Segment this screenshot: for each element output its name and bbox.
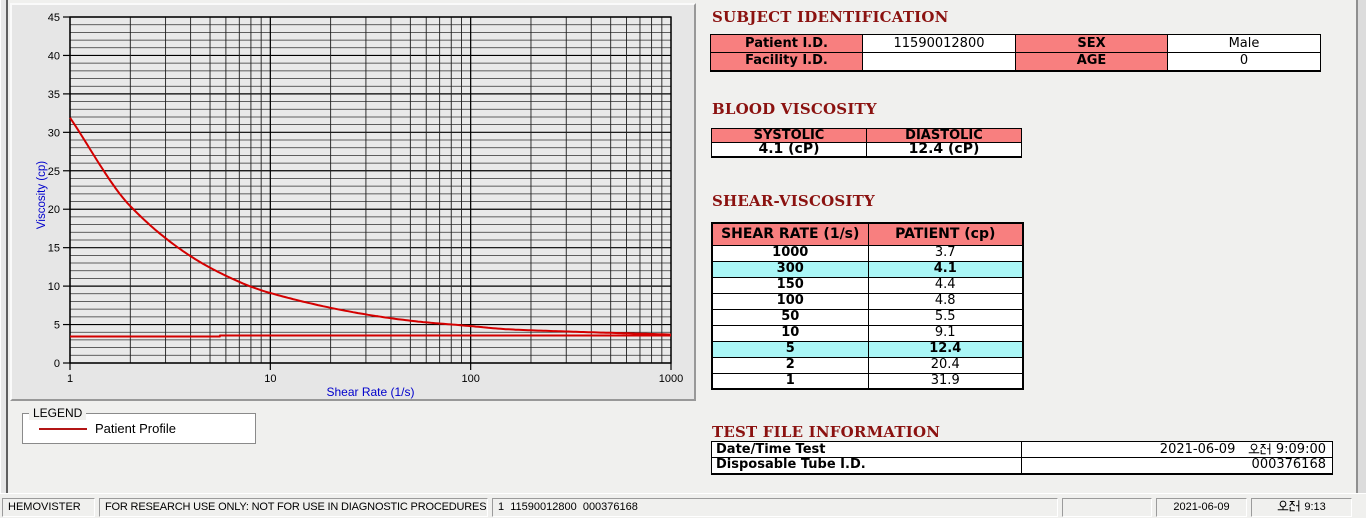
shear-viscosity-row: 5 12.4: [711, 340, 1024, 358]
diastolic-header: DIASTOLIC: [866, 128, 1022, 143]
shear-rate-cell: 150: [711, 276, 869, 294]
shear-rate-cell: 2: [711, 356, 869, 374]
shear-viscosity-row: 150 4.4: [711, 276, 1024, 294]
svg-text:40: 40: [48, 50, 60, 62]
test-file-information-title: TEST FILE INFORMATION: [712, 423, 941, 441]
shear-rate-cell: 10: [711, 324, 869, 342]
systolic-value: 4.1 (cP): [711, 142, 867, 157]
status-empty-cell: [1062, 498, 1152, 517]
patient-viscosity-cell: 12.4: [867, 340, 1024, 358]
patient-viscosity-cell: 5.5: [867, 308, 1024, 326]
disposable-tube-id-label: Disposable Tube I.D.: [711, 457, 1022, 474]
svg-text:10: 10: [264, 373, 276, 385]
hangul-char-jeon: [1289, 500, 1300, 512]
legend-line-sample: [39, 428, 87, 430]
svg-text:0: 0: [54, 358, 60, 370]
legend-title: LEGEND: [29, 406, 87, 420]
svg-text:20: 20: [48, 204, 60, 216]
svg-text:1000: 1000: [659, 373, 683, 385]
sex-label: SEX: [1015, 34, 1168, 53]
patient-profile-curve: [69, 117, 672, 336]
svg-text:15: 15: [48, 243, 60, 255]
shear-rate-cell: 5: [711, 340, 869, 358]
window-right-border: [1356, 0, 1366, 518]
shear-viscosity-row: 50 5.5: [711, 308, 1024, 326]
svg-text:35: 35: [48, 89, 60, 101]
age-label: AGE: [1015, 52, 1168, 71]
patient-column-header: PATIENT (cp): [867, 222, 1024, 246]
date-time-test-label: Date/Time Test: [711, 441, 1022, 458]
subject-identification-title: SUBJECT IDENTIFICATION: [712, 8, 949, 26]
viscosity-chart-panel: 0 5 10 15 20 25 30 35 40 45 1 10 100 1000 Viscosity (c…: [10, 3, 696, 401]
svg-text:25: 25: [48, 166, 60, 178]
patient-viscosity-cell: 9.1: [867, 324, 1024, 342]
shear-rate-column-header: SHEAR RATE (1/s): [711, 222, 869, 246]
age-value[interactable]: 0: [1167, 52, 1321, 71]
shear-viscosity-row: 300 4.1: [711, 260, 1024, 278]
shear-rate-cell: 300: [711, 260, 869, 278]
shear-rate-cell: 1: [711, 372, 869, 390]
status-research-notice: FOR RESEARCH USE ONLY: NOT FOR USE IN DI…: [99, 498, 488, 517]
blood-viscosity-title: BLOOD VISCOSITY: [712, 100, 877, 118]
svg-text:100: 100: [461, 373, 479, 385]
diastolic-value: 12.4 (cP): [866, 142, 1022, 157]
window-left-border: [0, 0, 8, 518]
facility-id-label: Facility I.D.: [710, 52, 863, 71]
svg-text:10: 10: [48, 281, 60, 293]
test-file-information-table: Date/Time Test 2021-06-09 9:09:00 Dispos…: [711, 441, 1333, 475]
hangul-char-o: [1248, 443, 1260, 454]
status-date: 2021-06-09: [1156, 498, 1247, 517]
shear-rate-cell: 50: [711, 308, 869, 326]
svg-text:1: 1: [67, 373, 73, 385]
high-shear-baseline-curve: [70, 334, 671, 338]
shear-viscosity-row: 1 31.9: [711, 372, 1024, 390]
hangul-char-jeon: [1260, 443, 1271, 455]
blood-viscosity-table: SYSTOLIC DIASTOLIC 4.1 (cP) 12.4 (cP): [711, 128, 1022, 158]
status-record-info: 1 11590012800 000376168: [492, 498, 1058, 517]
legend-box: LEGEND Patient Profile: [22, 406, 256, 444]
shear-viscosity-row: 2 20.4: [711, 356, 1024, 374]
systolic-header: SYSTOLIC: [711, 128, 867, 143]
legend-entry-label: Patient Profile: [95, 421, 176, 436]
hangul-char-o: [1278, 500, 1289, 511]
patient-viscosity-cell: 4.4: [867, 276, 1024, 294]
patient-viscosity-cell: 4.8: [867, 292, 1024, 310]
patient-viscosity-cell: 4.1: [867, 260, 1024, 278]
patient-viscosity-cell: 3.7: [867, 244, 1024, 262]
facility-id-value[interactable]: [862, 52, 1016, 71]
shear-rate-cell: 100: [711, 292, 869, 310]
shear-rate-cell: 1000: [711, 244, 869, 262]
shear-viscosity-row: 1000 3.7: [711, 244, 1024, 262]
shear-viscosity-chart: 0 5 10 15 20 25 30 35 40 45 1 10 100 1000 Viscosity (c…: [36, 12, 683, 399]
patient-id-label: Patient I.D.: [710, 34, 863, 53]
date-time-test-value: 2021-06-09 9:09:00: [1021, 441, 1333, 458]
disposable-tube-id-value: 000376168: [1021, 457, 1333, 474]
shear-viscosity-row: 100 4.8: [711, 292, 1024, 310]
status-bar: HEMOVISTER FOR RESEARCH USE ONLY: NOT FO…: [0, 493, 1366, 518]
svg-text:5: 5: [54, 320, 60, 332]
status-time: 9:13: [1251, 498, 1352, 517]
patient-viscosity-cell: 20.4: [867, 356, 1024, 374]
subject-identification-table: Patient I.D. 11590012800 SEX Male Facili…: [710, 34, 1321, 72]
status-app-name: HEMOVISTER: [2, 498, 95, 517]
svg-text:45: 45: [48, 12, 60, 24]
svg-text:30: 30: [48, 127, 60, 139]
x-axis-title: Shear Rate (1/s): [326, 385, 414, 399]
shear-viscosity-row: 10 9.1: [711, 324, 1024, 342]
shear-viscosity-title: SHEAR-VISCOSITY: [712, 192, 875, 210]
y-axis-title: Viscosity (cp): [36, 161, 48, 229]
sex-value[interactable]: Male: [1167, 34, 1321, 53]
patient-viscosity-cell: 31.9: [867, 372, 1024, 390]
shear-viscosity-table: SHEAR RATE (1/s) PATIENT (cp) 1000 3.7 300…: [711, 222, 1024, 390]
patient-id-value[interactable]: 11590012800: [862, 34, 1016, 53]
